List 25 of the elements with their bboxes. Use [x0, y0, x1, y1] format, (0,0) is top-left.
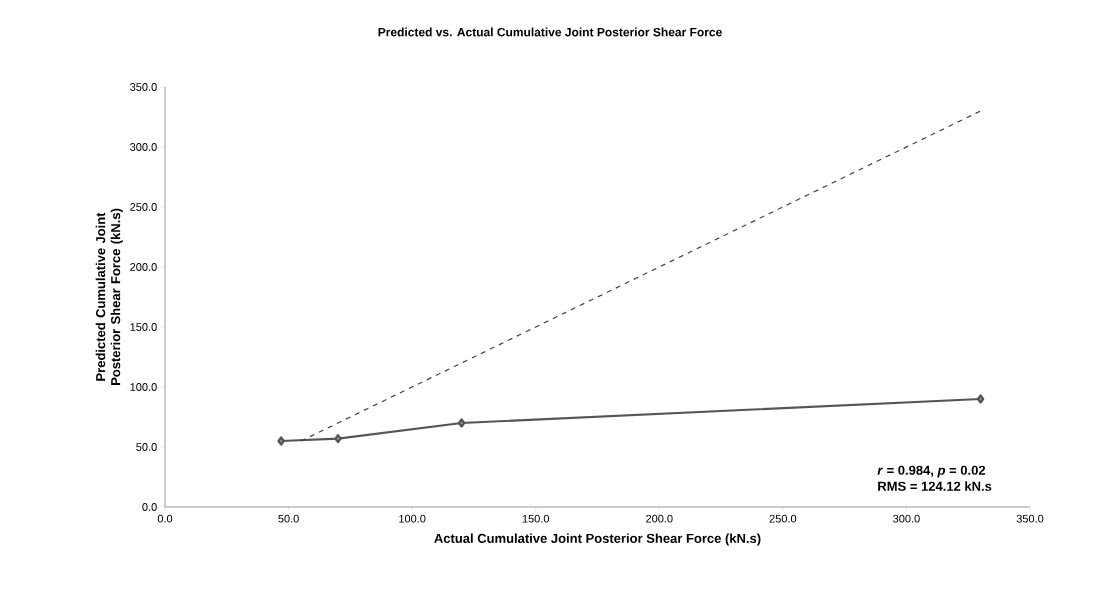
y-tick-label: 0.0 [142, 503, 157, 511]
x-tick-label: 300.0 [893, 514, 920, 523]
point [334, 433, 342, 444]
y-tick-label: 50.0 [136, 443, 157, 451]
point [976, 394, 985, 404]
y-tick-label: 350.0 [130, 83, 157, 91]
y-axis-title: Predicted Cumulative Joint Posterior Shear Force (kN.s) [95, 208, 123, 385]
point [457, 418, 466, 428]
y-tick-label: 200.0 [130, 263, 157, 271]
y-tick-label: 250.0 [130, 203, 157, 211]
x-tick-label: 200.0 [646, 514, 673, 523]
x-tick-label: 350.0 [1016, 514, 1044, 523]
point [277, 436, 285, 446]
x-tick-label: 100.0 [399, 514, 426, 523]
chart-title: Predicted vs. Actual Cumulative Joint Posterior Shear Force [378, 27, 722, 37]
y-tick-label: 100.0 [130, 383, 157, 391]
x-tick-label: 150.0 [522, 514, 550, 523]
y-tick-label: 300.0 [130, 143, 157, 151]
x-tick-label: 50.0 [278, 514, 299, 523]
x-tick-label: 250.0 [769, 514, 797, 523]
x-axis-title: Actual Cumulative Joint Posterior Shear Force (kN.s) [434, 533, 761, 546]
x-tick-label: 0.0 [157, 514, 173, 523]
y-tick-label: 150.0 [130, 323, 157, 331]
annotation: r = 0.984, p = 0.02 [877, 465, 986, 478]
annotation: RMS = 124.12 kN.s [878, 481, 992, 491]
